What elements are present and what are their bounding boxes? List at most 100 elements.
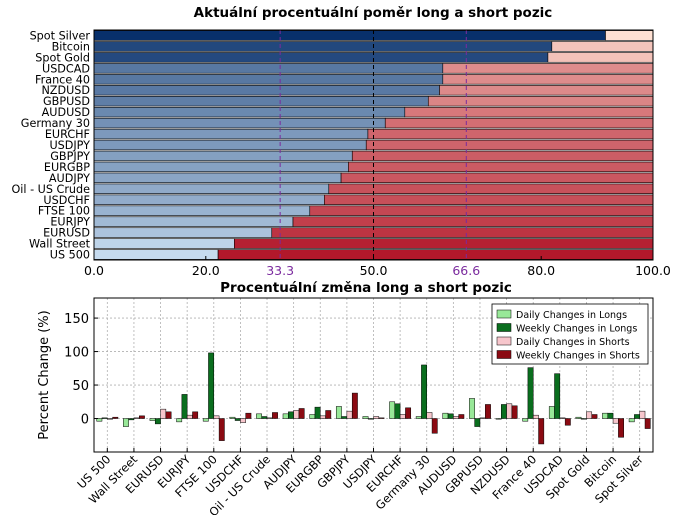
change-bar [421,364,427,419]
change-bar [107,418,113,420]
change-bar [335,406,342,419]
chart1-bars [93,30,654,260]
category-label: US 500 [50,249,90,262]
short-bar [427,96,654,107]
change-bar [202,418,209,422]
short-bar [547,52,654,63]
category-label: EURJPY [50,216,90,229]
change-bar [128,418,135,421]
long-bar [93,96,429,107]
change-bar [495,418,502,420]
change-bar [208,352,215,419]
legend-swatch [496,323,512,332]
long-bar [93,194,325,205]
long-bar [93,117,386,129]
change-bar [101,417,108,419]
long-bar [93,183,330,194]
chart2-y-ticks: 0 50 100 150 [64,312,98,428]
category-label: GBPUSD [43,95,90,108]
long-bar [93,238,235,249]
change-bar [399,414,406,419]
category-label: AUDUSD [42,106,90,119]
y-tick-label: 50 [72,379,89,394]
chart2-y-axis-label: Percent Change (%) [37,310,52,439]
short-bar [439,85,654,96]
category-label: Spot Silver [30,29,91,42]
change-bar [469,398,475,419]
category-label: Spot Gold [35,51,90,64]
change-bar [511,405,518,419]
change-bar [602,412,608,419]
legend-entry: Weekly Changes in Longs [516,324,637,335]
short-bar [551,41,654,52]
chart2-bars [96,352,651,445]
long-bar [93,150,353,162]
change-bar [341,416,348,419]
long-short-ratio-chart: Aktuální procentuální poměr long a short… [11,5,671,278]
x-tick-label: 100.0 [635,263,671,278]
legend-swatch [496,350,512,359]
short-bar [309,205,654,216]
short-bar [271,227,654,238]
category-label: AUDJPY [49,172,90,185]
change-bar [586,411,593,419]
change-bar [554,373,561,419]
long-bar [93,41,553,52]
category-label: NZDUSD [41,84,90,97]
change-bar [346,410,353,419]
legend-box [491,303,649,365]
short-bar [442,63,654,74]
change-bar [634,414,640,419]
chart1-x-ticks: 0.0 20.0 50.0 80.0 100.0 33.3 66.6 [84,256,671,278]
change-bar [362,416,369,419]
short-bar [384,117,654,129]
short-bar [442,74,654,85]
change-bar [485,404,491,419]
change-bar [431,418,438,434]
category-label: EURUSD [43,227,90,240]
category-label: USDCAD [42,62,90,75]
change-bar [245,412,252,419]
change-bar [607,412,614,419]
change-bar [351,392,358,419]
category-label: GBPJPY [50,150,90,163]
change-bar [213,415,220,419]
change-bar [282,413,289,419]
category-label: Germany 30 [21,117,90,130]
percent-change-chart: Procentuální změna long a short pozic 0 5… [37,280,654,515]
long-bar [93,227,273,238]
change-bar [309,414,316,419]
x-tick-label: 80.0 [527,263,555,278]
x-tick-label: 50.0 [360,263,388,278]
change-bar [314,406,321,419]
legend-swatch [496,336,512,346]
change-bar [522,418,529,422]
long-bar [93,161,349,173]
legend-swatch [496,309,512,319]
category-label: Wall Street [29,238,91,251]
change-bar [548,406,555,419]
legend-entry: Weekly Changes in Shorts [516,351,640,362]
category-label: Oil - US Crude [11,183,90,196]
change-bar [139,415,145,419]
change-bar [272,412,278,419]
change-bar [378,417,385,419]
change-bar [293,410,300,419]
y-tick-label: 100 [64,346,89,361]
change-bar [479,417,486,419]
long-bar [93,172,342,184]
short-bar [367,128,654,140]
change-bar [575,416,582,419]
change-bar [453,416,459,419]
change-bar [538,418,545,445]
long-bar [93,63,444,74]
short-bar [217,249,654,260]
change-bar [389,401,396,419]
change-bar [447,413,454,419]
short-bar [234,238,654,249]
short-bar [404,106,654,118]
change-bar [298,408,305,419]
change-bar [373,416,380,419]
long-bar [93,139,367,151]
